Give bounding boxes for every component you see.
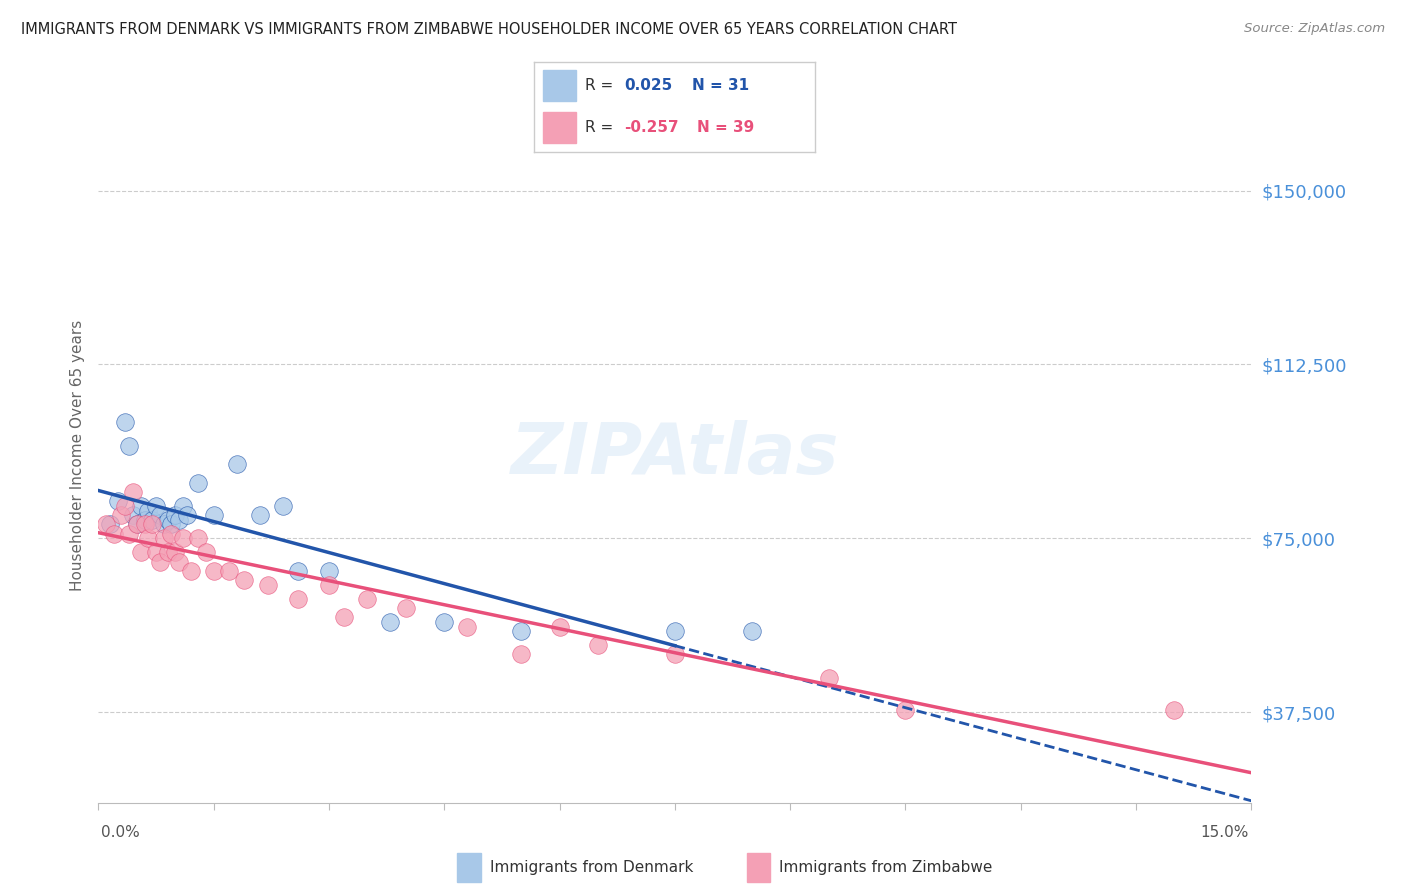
Point xyxy=(586,638,609,652)
Point xyxy=(134,517,156,532)
Point xyxy=(129,545,152,559)
Point xyxy=(395,601,418,615)
Point xyxy=(187,532,209,546)
Text: IMMIGRANTS FROM DENMARK VS IMMIGRANTS FROM ZIMBABWE HOUSEHOLDER INCOME OVER 65 Y: IMMIGRANTS FROM DENMARK VS IMMIGRANTS FR… xyxy=(21,22,957,37)
Point xyxy=(145,499,167,513)
Point xyxy=(202,508,225,523)
Point xyxy=(380,615,402,629)
Point xyxy=(176,508,198,523)
Point xyxy=(156,545,179,559)
Point xyxy=(165,545,187,559)
Point xyxy=(114,499,136,513)
Point xyxy=(195,545,218,559)
Text: -0.257: -0.257 xyxy=(624,120,679,135)
Text: ZIPAtlas: ZIPAtlas xyxy=(510,420,839,490)
Point xyxy=(741,624,763,639)
Text: 0.025: 0.025 xyxy=(624,78,672,93)
Point xyxy=(149,555,172,569)
Point xyxy=(110,508,132,523)
FancyBboxPatch shape xyxy=(543,112,576,143)
Point xyxy=(167,555,190,569)
Point xyxy=(94,517,117,532)
Point xyxy=(114,416,136,430)
Text: 15.0%: 15.0% xyxy=(1201,825,1249,840)
Y-axis label: Householder Income Over 65 years: Householder Income Over 65 years xyxy=(69,319,84,591)
Point xyxy=(152,532,174,546)
Point xyxy=(548,619,571,633)
Text: Immigrants from Denmark: Immigrants from Denmark xyxy=(489,860,693,875)
Point xyxy=(103,526,125,541)
Point xyxy=(138,532,160,546)
Point xyxy=(118,439,141,453)
Point xyxy=(287,564,309,578)
Point xyxy=(167,513,190,527)
Point xyxy=(817,671,839,685)
Point xyxy=(333,610,356,624)
Point xyxy=(149,508,172,523)
Point xyxy=(122,508,145,523)
Point xyxy=(122,485,145,500)
Point xyxy=(318,578,340,592)
Point xyxy=(98,517,121,532)
Point xyxy=(138,503,160,517)
Point xyxy=(141,513,163,527)
Point xyxy=(172,532,194,546)
Point xyxy=(141,517,163,532)
Point xyxy=(145,545,167,559)
Point xyxy=(218,564,240,578)
Text: Source: ZipAtlas.com: Source: ZipAtlas.com xyxy=(1244,22,1385,36)
Point xyxy=(172,499,194,513)
Point xyxy=(160,526,183,541)
Text: R =: R = xyxy=(585,120,619,135)
FancyBboxPatch shape xyxy=(543,70,576,101)
Point xyxy=(187,475,209,490)
Text: N = 31: N = 31 xyxy=(692,78,749,93)
Point xyxy=(118,526,141,541)
Point xyxy=(510,624,533,639)
Point xyxy=(165,508,187,523)
Point xyxy=(225,457,247,471)
Point xyxy=(125,517,148,532)
Point xyxy=(129,499,152,513)
Text: N = 39: N = 39 xyxy=(697,120,755,135)
Text: R =: R = xyxy=(585,78,619,93)
Point xyxy=(664,648,686,662)
Point xyxy=(249,508,271,523)
FancyBboxPatch shape xyxy=(457,854,481,881)
Point xyxy=(180,564,202,578)
Point xyxy=(271,499,294,513)
Point xyxy=(356,591,378,606)
Point xyxy=(894,703,917,717)
Point xyxy=(664,624,686,639)
Point xyxy=(256,578,278,592)
Point xyxy=(202,564,225,578)
Point xyxy=(287,591,309,606)
Point xyxy=(433,615,456,629)
Point xyxy=(510,648,533,662)
Point xyxy=(107,494,129,508)
Point xyxy=(134,513,156,527)
Point xyxy=(125,517,148,532)
FancyBboxPatch shape xyxy=(747,854,770,881)
Text: 0.0%: 0.0% xyxy=(101,825,141,840)
Point xyxy=(1163,703,1185,717)
Text: Immigrants from Zimbabwe: Immigrants from Zimbabwe xyxy=(779,860,993,875)
Point xyxy=(160,517,183,532)
Point xyxy=(318,564,340,578)
Point xyxy=(233,573,256,587)
Point xyxy=(152,517,174,532)
Point xyxy=(456,619,478,633)
Point xyxy=(156,513,179,527)
